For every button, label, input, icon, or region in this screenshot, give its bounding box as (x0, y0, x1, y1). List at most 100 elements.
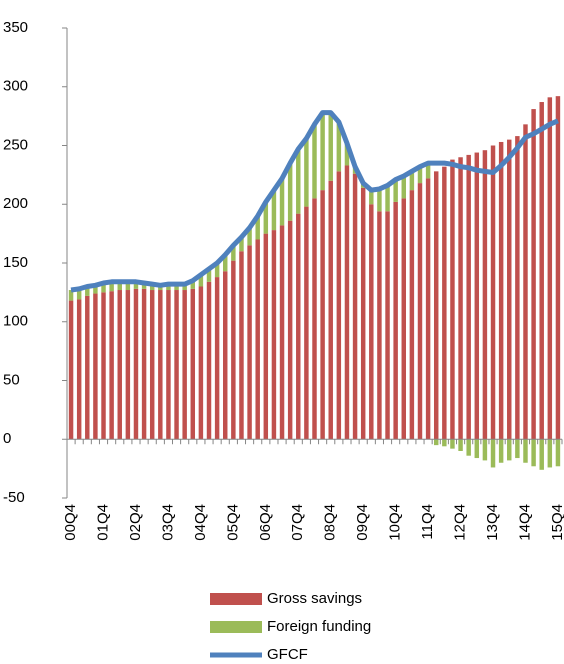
bar (417, 166, 423, 184)
bar (125, 290, 131, 440)
bar (93, 285, 98, 294)
bar (166, 290, 171, 440)
bar (255, 216, 260, 240)
bar (458, 439, 463, 451)
bar (296, 213, 301, 440)
bar (547, 439, 553, 468)
bar (76, 288, 82, 300)
bar (117, 281, 122, 291)
x-tick-label: 12Q4 (452, 504, 469, 541)
bar (296, 149, 301, 214)
bar (482, 150, 488, 440)
x-tick-label: 00Q4 (62, 504, 79, 541)
bar (117, 290, 122, 440)
bar (352, 173, 358, 440)
bar (515, 439, 520, 459)
bar (482, 439, 488, 461)
bar (369, 190, 374, 205)
bar (182, 284, 187, 291)
bar (450, 439, 455, 449)
legend-label: Gross savings (267, 590, 362, 607)
bar (466, 154, 471, 440)
bar (133, 281, 139, 289)
bar (263, 201, 269, 234)
bar (76, 299, 82, 440)
bar (263, 233, 269, 440)
bar (458, 157, 463, 440)
x-tick-label: 15Q4 (549, 504, 564, 541)
bar (158, 290, 163, 440)
x-tick-label: 01Q4 (94, 504, 111, 541)
bar (547, 97, 553, 440)
bar (385, 211, 390, 440)
bar (198, 274, 204, 287)
bar (85, 295, 90, 440)
bar (344, 143, 350, 166)
bar (304, 206, 309, 440)
bar (442, 439, 447, 447)
bar (287, 220, 293, 440)
bar (247, 245, 252, 440)
legend-label: GFCF (267, 646, 308, 663)
bar (141, 282, 147, 289)
bar (312, 198, 317, 440)
x-tick-label: 05Q4 (224, 504, 241, 541)
bar (393, 179, 398, 202)
line (70, 110, 559, 293)
x-tick-label: 10Q4 (387, 504, 404, 541)
bar (336, 122, 342, 172)
bar (109, 291, 114, 440)
y-tick-label: 50 (3, 371, 20, 388)
bar (223, 271, 228, 440)
bar (312, 124, 317, 199)
bar (166, 284, 171, 291)
bar (133, 288, 139, 440)
bar (425, 163, 431, 179)
x-tick-label: 04Q4 (192, 504, 209, 541)
legend-swatch (210, 621, 262, 633)
bar (531, 439, 536, 467)
bar (377, 211, 382, 440)
x-tick-label: 02Q4 (127, 504, 144, 541)
bar (223, 254, 228, 272)
y-tick-label: 100 (3, 313, 28, 330)
bar (393, 201, 398, 440)
bar (555, 96, 561, 440)
bar (198, 286, 204, 440)
bar (206, 281, 212, 440)
bar (190, 280, 196, 289)
bar (247, 227, 252, 246)
x-tick-label: 07Q4 (289, 504, 306, 541)
bar (474, 439, 480, 459)
bar (523, 124, 528, 440)
bar (539, 102, 544, 440)
bar (433, 439, 439, 446)
bar (401, 198, 406, 440)
bar (174, 284, 179, 291)
bar (328, 112, 333, 181)
bar (239, 237, 244, 252)
bar (515, 136, 520, 440)
bar (320, 190, 325, 440)
bar (523, 439, 528, 463)
bar (109, 281, 114, 292)
bar (174, 290, 179, 440)
x-tick-label: 09Q4 (354, 504, 371, 541)
bar (433, 171, 439, 440)
bar (507, 139, 512, 440)
bar (68, 300, 74, 440)
legend-label: Foreign funding (267, 618, 371, 635)
x-tick-label: 03Q4 (159, 504, 176, 541)
x-tick-label: 14Q4 (516, 504, 533, 541)
bar (466, 439, 471, 456)
y-tick-label: 300 (3, 78, 28, 95)
bar (304, 138, 309, 207)
bar (141, 288, 147, 440)
bar (279, 178, 285, 226)
y-tick-label: 350 (3, 19, 28, 36)
bar (190, 288, 196, 440)
bar (239, 251, 244, 440)
bar (231, 260, 236, 440)
bar (498, 141, 504, 440)
